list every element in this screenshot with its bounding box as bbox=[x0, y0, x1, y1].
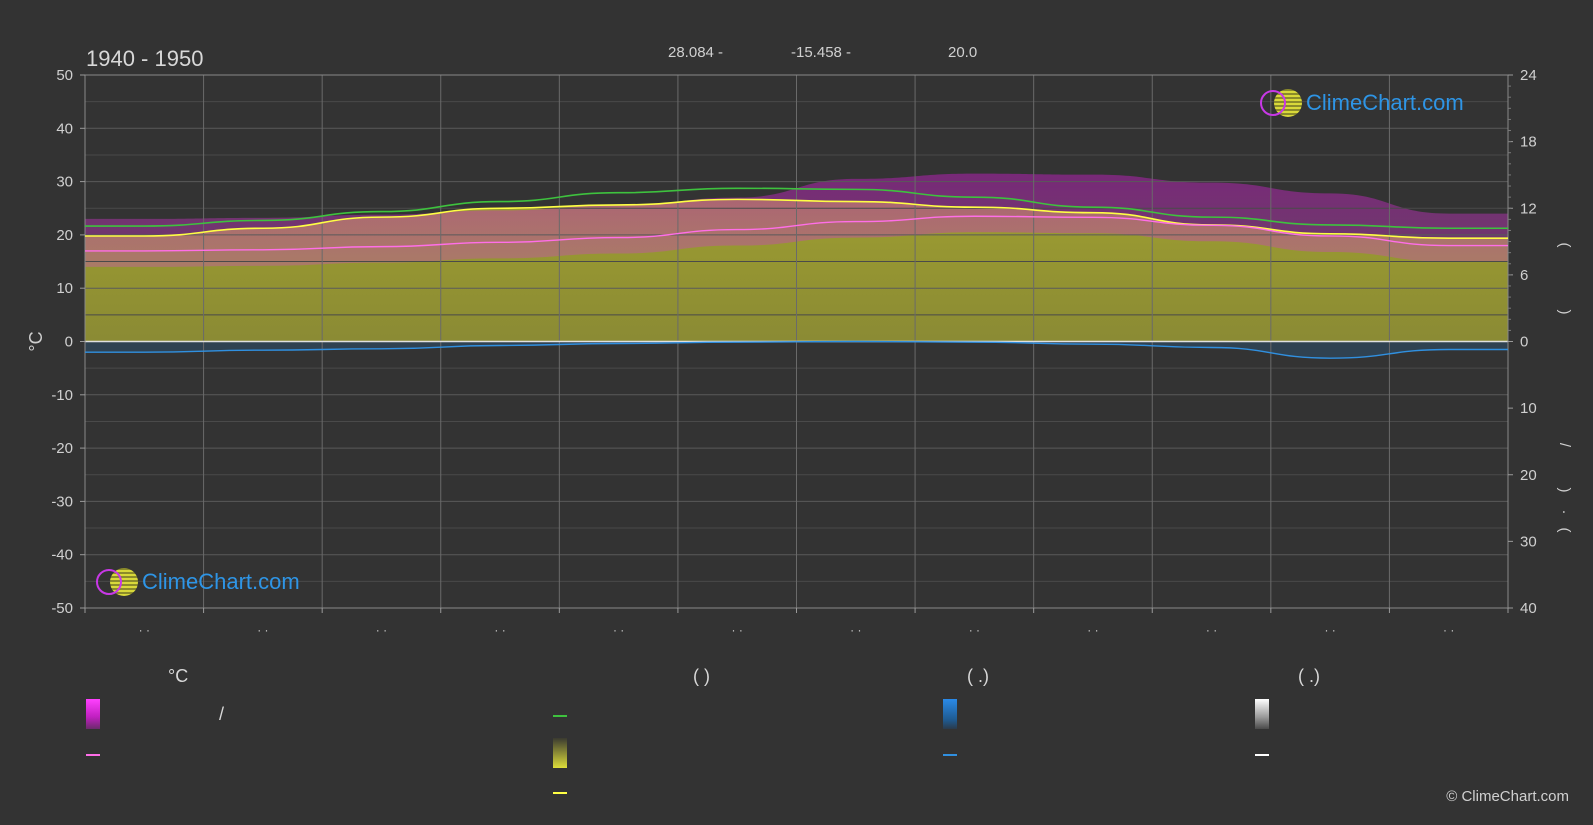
right-tick-label: 24 bbox=[1520, 67, 1537, 84]
legend-rain-swatch bbox=[943, 699, 957, 729]
left-tick-label: -20 bbox=[51, 440, 73, 457]
legend-sun-heading: ( ) bbox=[693, 666, 710, 686]
right-axis-title-top-open: ( bbox=[1556, 243, 1573, 248]
legend-avg-temp-line bbox=[86, 754, 100, 756]
x-tick-label: · · bbox=[613, 623, 624, 637]
x-tick-label: · · bbox=[969, 623, 980, 637]
left-tick-label: -50 bbox=[51, 600, 73, 617]
right-tick-label: 12 bbox=[1520, 200, 1537, 217]
legend-slash: / bbox=[219, 704, 225, 724]
right-tick-label: 10 bbox=[1520, 400, 1537, 417]
x-tick-label: · · bbox=[494, 623, 505, 637]
legend-snow-swatch bbox=[1255, 699, 1269, 729]
latitude-label: 28.084 - bbox=[668, 44, 724, 61]
x-tick-label: · · bbox=[376, 623, 387, 637]
legend-daylight-line bbox=[553, 715, 567, 717]
left-tick-label: 50 bbox=[56, 67, 73, 84]
left-tick-label: 10 bbox=[56, 280, 73, 297]
left-axis-title: °C bbox=[26, 331, 46, 351]
legend-rain-heading: ( .) bbox=[967, 666, 989, 686]
right-axis-title-bottom-close: ) bbox=[1556, 488, 1573, 493]
longitude-label: -15.458 - bbox=[791, 44, 852, 61]
logo-bottom[interactable]: ClimeChart.com bbox=[96, 568, 300, 596]
avg-temp-line bbox=[85, 215, 1508, 252]
x-tick-label: · · bbox=[1087, 623, 1098, 637]
logo-ring-icon bbox=[96, 569, 122, 595]
right-axis-title-top-close: ) bbox=[1556, 310, 1573, 315]
right-tick-label: 18 bbox=[1520, 134, 1537, 151]
legend-temp-heading: °C bbox=[168, 666, 189, 686]
left-tick-label: -30 bbox=[51, 493, 73, 510]
legend-sunshine-line bbox=[553, 792, 567, 794]
legend-sunshine-swatch bbox=[553, 738, 567, 768]
left-tick-label: -40 bbox=[51, 547, 73, 564]
left-tick-label: 30 bbox=[56, 174, 73, 191]
x-tick-label: · · bbox=[850, 623, 861, 637]
legend-snow-line bbox=[1255, 754, 1269, 756]
right-tick-label: 6 bbox=[1520, 267, 1528, 284]
daylight-line bbox=[85, 187, 1508, 230]
x-tick-label: · · bbox=[257, 623, 268, 637]
right-axis-title-bottom-open: ( bbox=[1556, 528, 1573, 533]
left-tick-label: -10 bbox=[51, 387, 73, 404]
chart-title: 1940 - 1950 bbox=[86, 46, 204, 71]
precipitation-line bbox=[84, 340, 1508, 359]
right-tick-label: 20 bbox=[1520, 467, 1537, 484]
x-tick-label: · · bbox=[732, 623, 743, 637]
right-tick-label: 0 bbox=[1520, 334, 1528, 351]
copyright: © ClimeChart.com bbox=[1446, 788, 1569, 805]
right-tick-label: 40 bbox=[1520, 600, 1537, 617]
right-tick-label: 30 bbox=[1520, 533, 1537, 550]
logo-text: ClimeChart.com bbox=[1306, 90, 1464, 115]
elevation-label: 20.0 bbox=[948, 44, 978, 61]
x-tick-label: · · bbox=[1443, 623, 1454, 637]
left-tick-label: 0 bbox=[65, 334, 73, 351]
logo-ring-icon bbox=[1260, 90, 1286, 116]
sunshine-line bbox=[84, 198, 1508, 240]
right-axis-title-bottom-slash: / bbox=[1556, 443, 1573, 448]
legend-rain-line bbox=[943, 754, 957, 756]
left-tick-label: 40 bbox=[56, 120, 73, 137]
legend-snow-heading: ( .) bbox=[1298, 666, 1320, 686]
x-tick-label: · · bbox=[1206, 623, 1217, 637]
x-tick-label: · · bbox=[139, 623, 150, 637]
legend-temp-range-swatch bbox=[86, 699, 100, 729]
logo-text: ClimeChart.com bbox=[142, 569, 300, 594]
logo-top[interactable]: ClimeChart.com bbox=[1260, 89, 1464, 117]
left-tick-label: 20 bbox=[56, 227, 73, 244]
x-tick-label: · · bbox=[1324, 623, 1335, 637]
right-axis-title-bottom-dot: · bbox=[1556, 510, 1573, 515]
